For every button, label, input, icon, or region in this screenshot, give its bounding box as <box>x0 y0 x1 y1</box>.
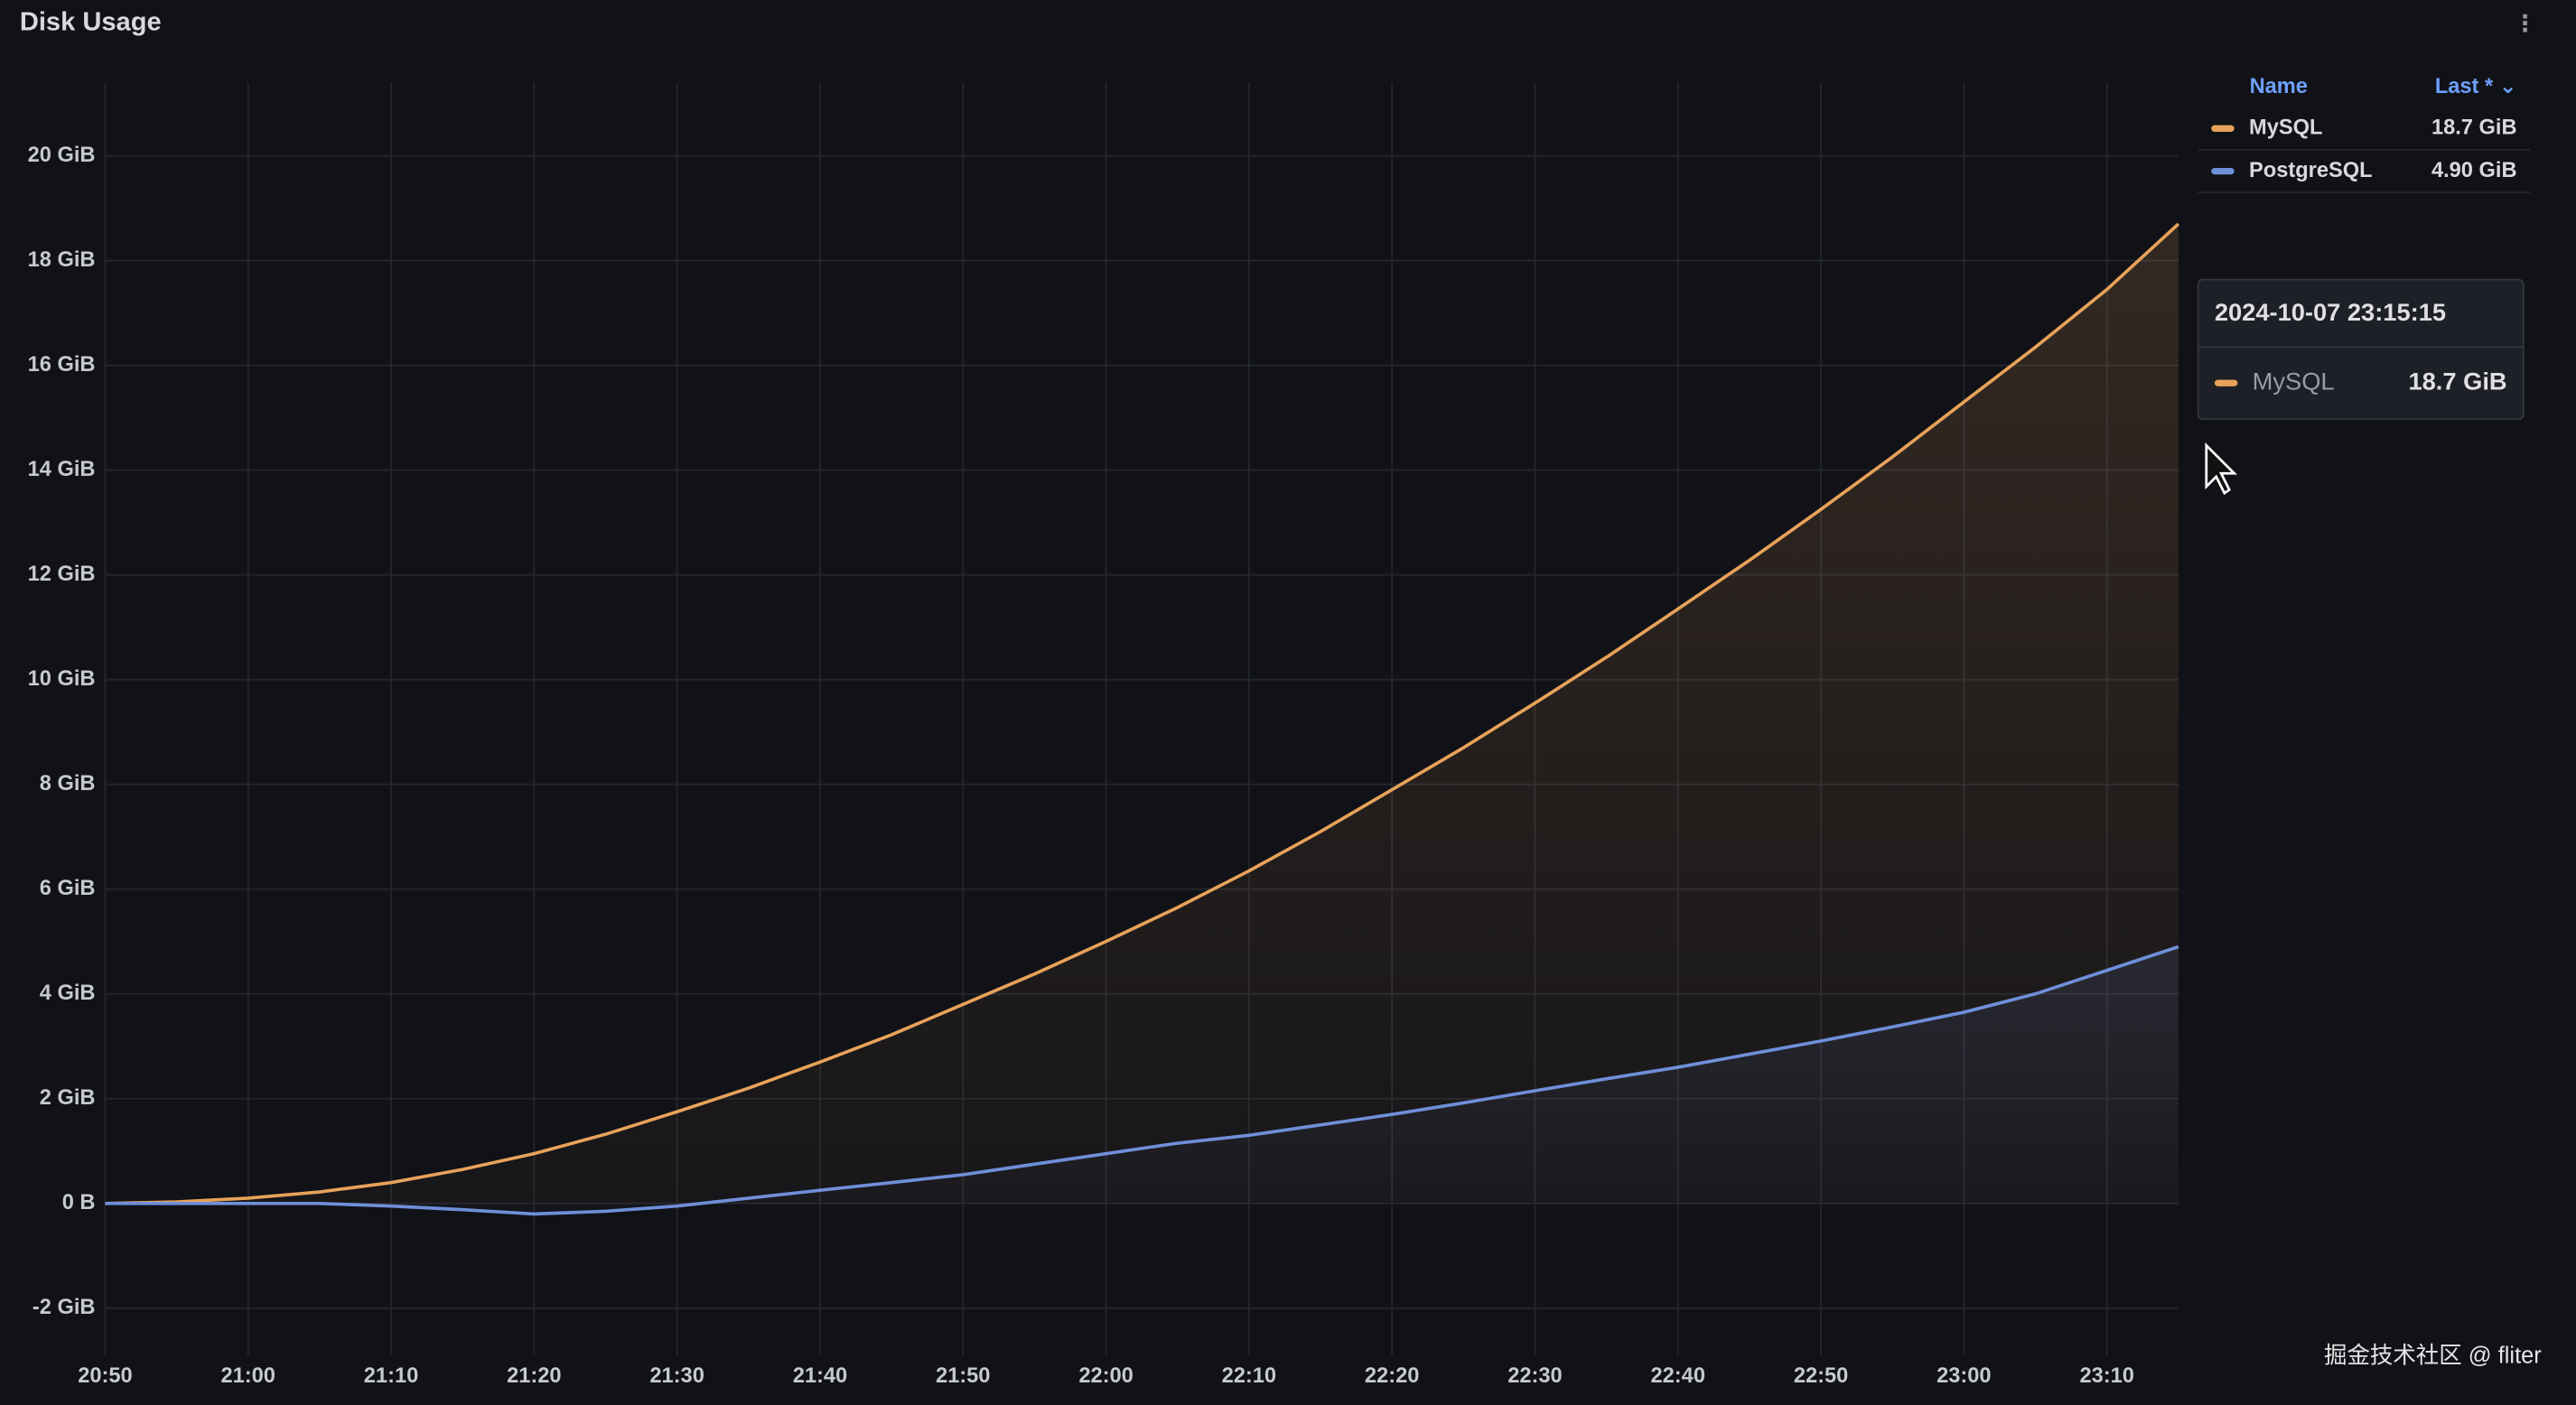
x-tick-label: 22:10 <box>1222 1364 1276 1388</box>
legend-name[interactable]: PostgreSQL <box>2249 159 2373 182</box>
legend-swatch <box>2211 167 2235 175</box>
menu-icon[interactable]: ⋮ <box>2514 11 2536 36</box>
series-area <box>105 223 2179 1204</box>
tooltip-series: MySQL <box>2253 367 2335 395</box>
x-tick-label: 23:00 <box>1937 1364 1991 1388</box>
cursor <box>2205 442 2237 496</box>
legend-last: 4.90 GiB <box>2431 159 2517 182</box>
y-tick-label: -2 GiB <box>33 1296 96 1319</box>
legend-swatch <box>2211 125 2235 132</box>
x-tick-label: 21:10 <box>364 1364 418 1388</box>
y-tick-label: 14 GiB <box>28 458 96 481</box>
x-tick-label: 22:50 <box>1794 1364 1848 1388</box>
x-tick-label: 21:50 <box>936 1364 990 1388</box>
series-area <box>105 946 2179 1214</box>
x-tick-label: 22:20 <box>1365 1364 1419 1388</box>
y-tick-label: 12 GiB <box>28 563 96 586</box>
y-tick-label: 18 GiB <box>28 248 96 272</box>
tooltip-time: 2024-10-07 23:15:15 <box>2215 298 2446 326</box>
x-tick-label: 22:30 <box>1507 1364 1562 1388</box>
y-tick-label: 2 GiB <box>40 1086 96 1110</box>
series-line <box>105 222 2180 1205</box>
x-tick-label: 21:30 <box>649 1364 704 1388</box>
tooltip-swatch <box>2214 379 2238 386</box>
x-tick-label: 22:00 <box>1078 1364 1133 1388</box>
x-tick-label: 22:40 <box>1651 1364 1705 1388</box>
y-tick-label: 10 GiB <box>28 667 96 691</box>
legend-header[interactable]: Name <box>2250 75 2308 98</box>
tooltip-value: 18.7 GiB <box>2408 367 2506 395</box>
y-tick-label: 20 GiB <box>28 144 96 167</box>
y-tick-label: 16 GiB <box>28 353 96 377</box>
legend-header[interactable]: Last * ⌄ <box>2435 75 2517 98</box>
panel-title: Disk Usage <box>20 8 162 37</box>
series-line <box>105 944 2179 1216</box>
tooltip <box>2197 278 2525 421</box>
y-tick-label: 8 GiB <box>40 772 96 796</box>
y-tick-label: 0 B <box>62 1191 96 1214</box>
legend: MySQL 18.7 GiB PostgreSQL 4.90 GiB <box>2198 116 2531 194</box>
x-tick-label: 20:50 <box>78 1364 132 1388</box>
watermark: 掘金技术社区 @ fliter <box>2324 1344 2542 1369</box>
x-tick-label: 21:40 <box>793 1364 847 1388</box>
x-tick-label: 21:00 <box>220 1364 275 1388</box>
x-tick-label: 23:10 <box>2079 1364 2133 1388</box>
legend-name[interactable]: MySQL <box>2249 116 2322 140</box>
x-tick-label: 21:20 <box>507 1364 561 1388</box>
y-tick-label: 4 GiB <box>40 982 96 1005</box>
plot-area: -2 GiB 0 B 2 GiB 4 GiB 6 GiB 8 GiB 10 GiB 12 Gi… <box>28 82 2180 1388</box>
legend-last: 18.7 GiB <box>2431 116 2517 140</box>
y-tick-label: 6 GiB <box>40 877 96 900</box>
